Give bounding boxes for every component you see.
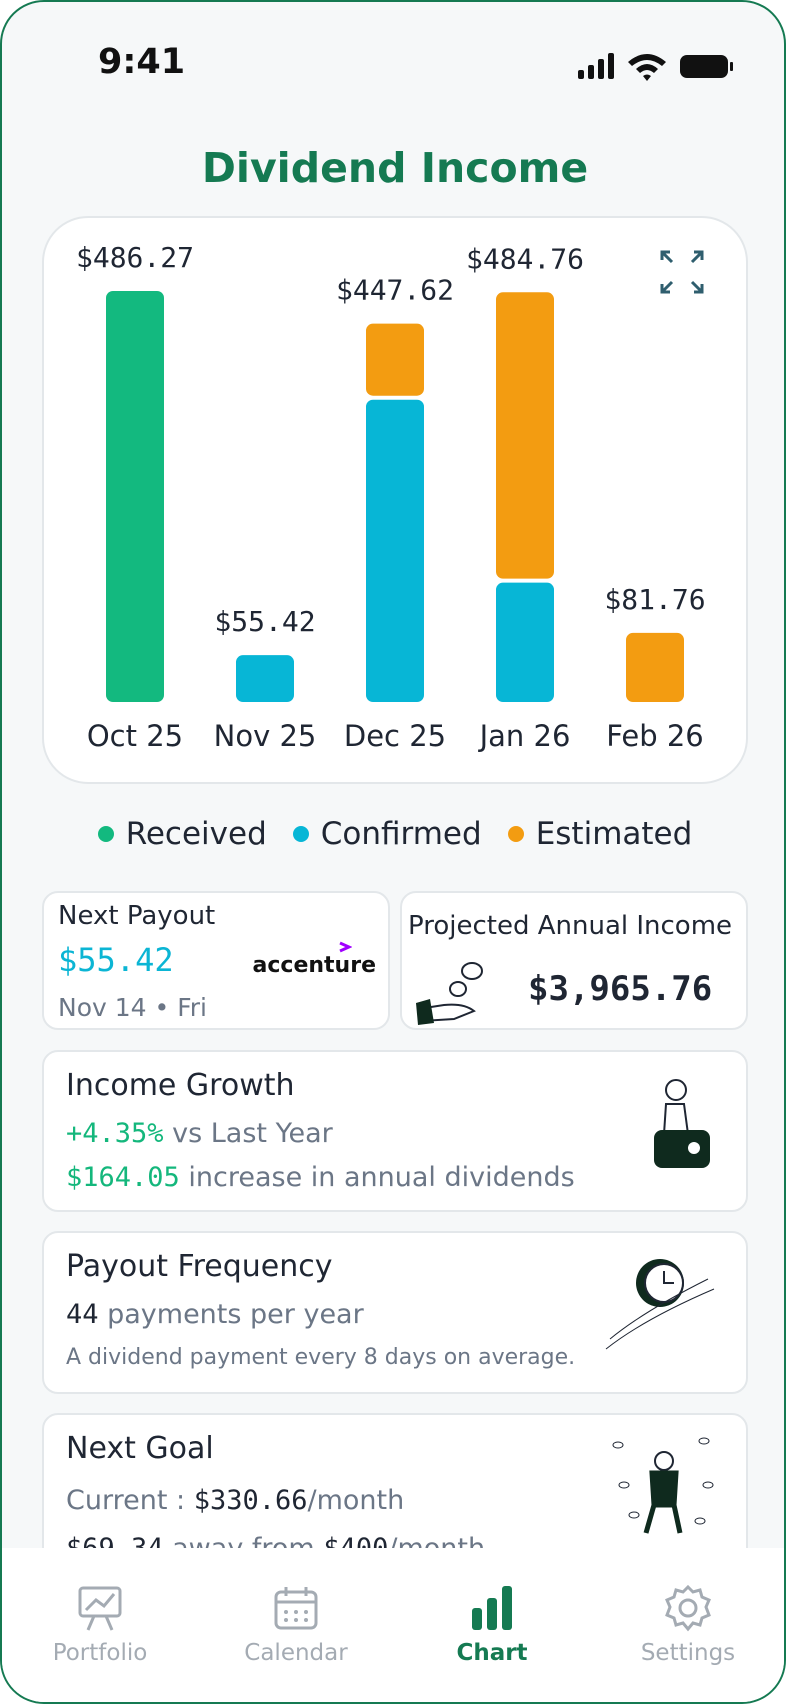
legend-item: Confirmed <box>292 816 482 852</box>
total-label: $55.42 <box>214 605 315 638</box>
page-title: Dividend Income <box>201 144 589 192</box>
growth-percent: +4.35% <box>66 1118 164 1149</box>
tab-label: Chart <box>456 1640 528 1666</box>
bar-segment <box>366 399 424 702</box>
card-label: Next Payout <box>58 901 216 931</box>
card-label: Projected Annual Income <box>408 911 733 941</box>
bar-segment <box>236 655 294 702</box>
tab[interactable]: Calendar <box>198 1548 394 1666</box>
status-time: 9:41 <box>98 42 186 82</box>
growth-amount: $164.05 <box>66 1162 180 1193</box>
wallet-illustration <box>654 1079 710 1168</box>
x-tick-label: Nov 25 <box>214 719 317 753</box>
card-title: Income Growth <box>66 1068 295 1103</box>
income-growth-card[interactable]: Income Growth +4.35% vs Last Year $164.0… <box>42 1050 748 1212</box>
legend-item: Received <box>97 816 267 852</box>
x-tick-label: Dec 25 <box>344 719 446 753</box>
x-tick-label: Jan 26 <box>478 719 571 753</box>
tab-label: Portfolio <box>52 1640 148 1666</box>
coins-illustration <box>416 962 483 1025</box>
expand-icon[interactable] <box>660 250 704 294</box>
growth-text: vs Last Year <box>172 1118 333 1149</box>
tab-icon <box>472 1586 512 1630</box>
current-amount: $330.66 <box>193 1485 308 1516</box>
total-label: $486.27 <box>76 241 194 274</box>
clock-illustration <box>605 1259 715 1350</box>
count-text: payments per year <box>107 1299 364 1330</box>
frequency-note: A dividend payment every 8 days on avera… <box>66 1345 576 1370</box>
payout-date: Nov 14 • Fri <box>58 993 207 1022</box>
bar-segment <box>626 632 684 702</box>
bar-segment <box>366 323 424 396</box>
bar-segment <box>106 291 164 702</box>
tab-bar: Portfolio Calendar Chart Settings <box>2 1548 784 1702</box>
legend-label: Received <box>125 816 267 852</box>
legend-dot <box>292 826 309 842</box>
total-label: $81.76 <box>604 583 705 616</box>
current-unit: /month <box>307 1485 405 1516</box>
total-label: $484.76 <box>466 242 584 275</box>
tab-icon <box>274 1587 318 1630</box>
tab[interactable]: Portfolio <box>2 1548 198 1666</box>
company-logo: accenture <box>252 953 376 978</box>
card-title: Next Goal <box>66 1431 214 1466</box>
tab-label: Calendar <box>244 1640 348 1666</box>
chart: $486.27 Oct 25 $55.42 Nov 25 $447.62 Dec 25 $4… <box>76 241 706 753</box>
payment-count: 44 <box>66 1299 99 1330</box>
x-tick-label: Oct 25 <box>87 719 183 753</box>
total-label: $447.62 <box>336 274 454 307</box>
payout-frequency-card[interactable]: Payout Frequency 44 payments per year A … <box>42 1231 748 1394</box>
tab[interactable]: Settings <box>590 1548 784 1666</box>
projected-amount: $3,965.76 <box>528 969 713 1009</box>
tab-icon <box>78 1586 122 1631</box>
legend: Received Confirmed Estimated <box>2 816 784 852</box>
card-title: Payout Frequency <box>66 1249 333 1284</box>
x-tick-label: Feb 26 <box>606 719 703 753</box>
chart-card: $486.27 Oct 25 $55.42 Nov 25 $447.62 Dec 25 $4… <box>42 216 748 784</box>
logo-mark <box>339 941 352 953</box>
tab[interactable]: Chart <box>394 1548 590 1666</box>
status-icons <box>578 53 733 81</box>
projected-card[interactable]: Projected Annual Income $3,965.76 <box>400 891 748 1030</box>
next-payout-card[interactable]: Next Payout $55.42 accenture Nov 14 • Fr… <box>42 891 390 1030</box>
tab-label: Settings <box>640 1640 736 1666</box>
celebration-illustration <box>612 1437 714 1534</box>
current-label: Current : <box>66 1485 186 1516</box>
bar-segment <box>496 292 554 579</box>
bar-segment <box>496 582 554 702</box>
legend-item: Estimated <box>507 816 693 852</box>
growth-amount-text: increase in annual dividends <box>188 1162 575 1193</box>
legend-label: Estimated <box>535 816 693 852</box>
legend-label: Confirmed <box>320 816 482 852</box>
tab-icon <box>665 1584 711 1632</box>
legend-dot <box>97 826 114 842</box>
legend-dot <box>507 826 524 842</box>
payout-amount: $55.42 <box>58 941 174 979</box>
